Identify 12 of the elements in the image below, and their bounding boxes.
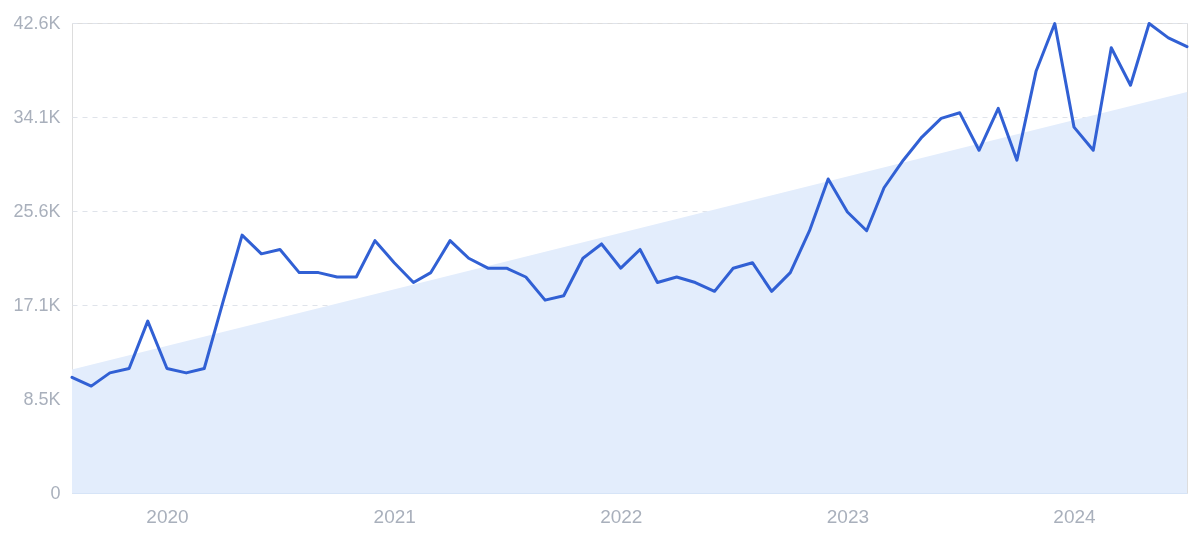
x-tick-label: 2021 [373,505,416,527]
y-tick-label: 34.1K [13,106,61,127]
y-tick-label: 25.6K [13,200,61,221]
y-tick-label: 17.1K [13,294,61,315]
y-tick-label: 0 [50,482,61,503]
line-series [70,22,1189,388]
y-tick-label: 8.5K [23,388,61,409]
x-tick-label: 2022 [600,505,643,527]
x-tick-label: 2020 [146,505,189,527]
x-tick-label: 2024 [1053,505,1097,527]
y-tick-label: 42.6K [13,12,61,33]
x-tick-label: 2023 [826,505,870,527]
